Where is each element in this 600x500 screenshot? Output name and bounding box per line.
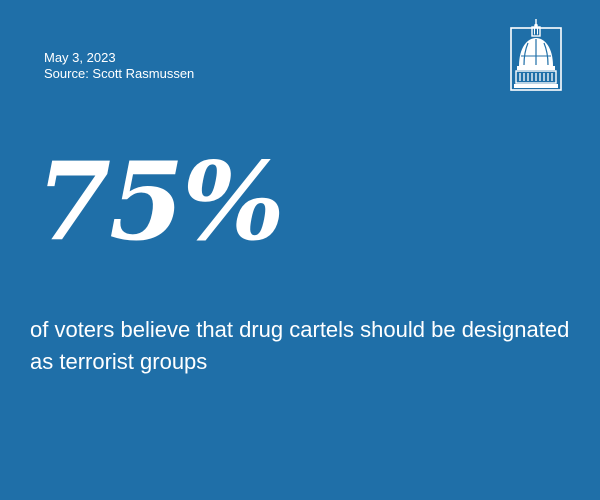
stat-value: 75% <box>36 139 285 265</box>
date-label: May 3, 2023 <box>44 50 116 65</box>
source-label: Source: Scott Rasmussen <box>44 66 195 81</box>
meta-info: May 3, 2023 Source: Scott Rasmussen <box>44 50 194 82</box>
stat-caption: of voters believe that drug cartels shou… <box>30 317 570 374</box>
capitol-dome-icon <box>510 19 562 91</box>
